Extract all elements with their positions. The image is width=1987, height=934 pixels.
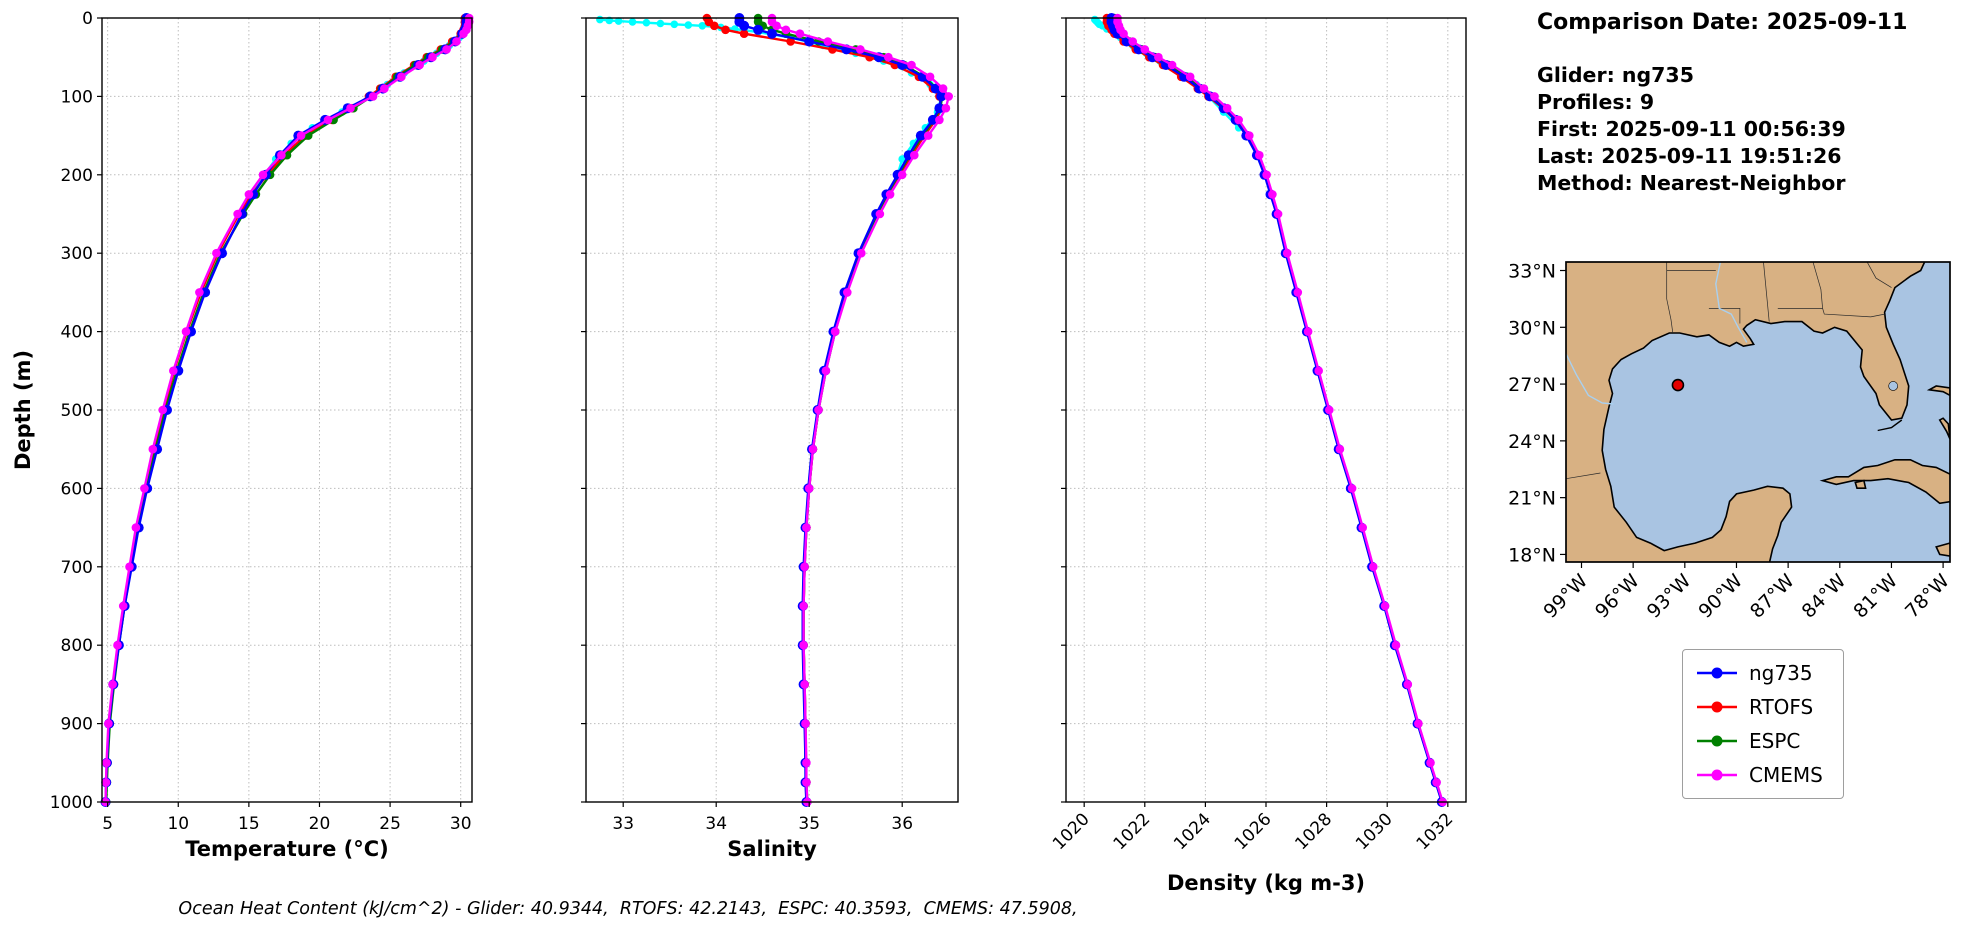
salinity-profile: 33 34 35 36 Salinity bbox=[581, 13, 959, 861]
legend-marker-cmems bbox=[1697, 769, 1737, 781]
density-profile: 1020 1022 1024 1026 1028 1030 1032 Density (kg … bbox=[1049, 13, 1467, 895]
svg-text:700: 700 bbox=[61, 558, 93, 578]
gulf-of-mexico-map: 18°N 21°N 24°N 27°N 30°N 33°N 99°W 96°W 93°W 90°W… bbox=[1508, 261, 1954, 623]
series-cmems bbox=[767, 13, 953, 807]
map-lon-label: 78°W bbox=[1901, 570, 1954, 623]
svg-text:300: 300 bbox=[61, 244, 93, 264]
svg-text:100: 100 bbox=[61, 87, 93, 107]
state-border bbox=[1763, 262, 1770, 322]
svg-text:1022: 1022 bbox=[1110, 809, 1155, 854]
map-canvas bbox=[1566, 262, 1950, 562]
river bbox=[1715, 262, 1748, 343]
state-border bbox=[1866, 262, 1892, 288]
map-lon-label: 87°W bbox=[1746, 570, 1799, 623]
state-border bbox=[1666, 262, 1674, 334]
legend-label-ng735: ng735 bbox=[1749, 661, 1813, 685]
state-border bbox=[1812, 262, 1823, 309]
svg-text:1028: 1028 bbox=[1291, 809, 1336, 854]
glider-location-marker bbox=[1671, 378, 1685, 392]
series-raw bbox=[236, 15, 472, 218]
map-lon-label: 93°W bbox=[1643, 570, 1696, 623]
ohc-caption: Ocean Heat Content (kJ/cm^2) - Glider: 4… bbox=[178, 899, 1078, 919]
river bbox=[1566, 353, 1614, 405]
legend-label-cmems: CMEMS bbox=[1749, 763, 1823, 787]
svg-text:36: 36 bbox=[891, 814, 913, 834]
map-lat-label: 21°N bbox=[1508, 488, 1556, 510]
landmass bbox=[1935, 542, 1950, 557]
map-lat-label: 33°N bbox=[1508, 261, 1556, 283]
info-glider: Glider: ng735 bbox=[1537, 63, 1694, 87]
svg-text:25: 25 bbox=[379, 814, 401, 834]
landmass bbox=[1854, 479, 1867, 489]
info-first-time: First: 2025-09-11 00:56:39 bbox=[1537, 117, 1846, 141]
state-border bbox=[1822, 308, 1885, 318]
series-ng735 bbox=[1106, 13, 1447, 807]
map-lat-label: 18°N bbox=[1508, 544, 1556, 566]
svg-text:1024: 1024 bbox=[1170, 809, 1215, 854]
lake bbox=[1888, 381, 1898, 391]
temperature-profile-ylabel: Depth (m) bbox=[11, 350, 35, 470]
density-profile-xlabel: Density (kg m-3) bbox=[1167, 871, 1365, 895]
map-lon-label: 84°W bbox=[1798, 570, 1851, 623]
svg-text:1030: 1030 bbox=[1352, 809, 1397, 854]
svg-text:20: 20 bbox=[309, 814, 331, 834]
map-lat-label: 27°N bbox=[1508, 374, 1556, 396]
legend-label-espc: ESPC bbox=[1749, 729, 1801, 753]
map-lon-label: 90°W bbox=[1694, 570, 1747, 623]
temperature-profile: 5 10 15 20 25 3001002003004005006007008009001… bbox=[11, 9, 474, 861]
svg-text:900: 900 bbox=[61, 715, 93, 735]
legend: ng735 RTOFS ESPC CMEMS bbox=[1682, 649, 1844, 799]
coastline bbox=[1877, 419, 1903, 432]
legend-item-espc: ESPC bbox=[1695, 729, 1823, 753]
map-lat-label: 30°N bbox=[1508, 317, 1556, 339]
info-last-time: Last: 2025-09-11 19:51:26 bbox=[1537, 144, 1842, 168]
svg-text:0: 0 bbox=[82, 9, 93, 29]
series-raw bbox=[596, 15, 946, 179]
landmass bbox=[1566, 262, 1926, 562]
temperature-profile-xlabel: Temperature (°C) bbox=[185, 837, 388, 861]
legend-marker-rtofs bbox=[1697, 701, 1737, 713]
svg-text:5: 5 bbox=[102, 814, 113, 834]
svg-text:1020: 1020 bbox=[1049, 809, 1094, 854]
info-profiles: Profiles: 9 bbox=[1537, 90, 1655, 114]
legend-item-cmems: CMEMS bbox=[1695, 763, 1823, 787]
series-cmems bbox=[1113, 13, 1447, 807]
svg-text:33: 33 bbox=[612, 814, 634, 834]
map-lon-label: 99°W bbox=[1539, 570, 1592, 623]
map-lat-label: 24°N bbox=[1508, 431, 1556, 453]
svg-text:800: 800 bbox=[61, 636, 93, 656]
svg-text:35: 35 bbox=[798, 814, 820, 834]
legend-marker-espc bbox=[1697, 735, 1737, 747]
svg-text:10: 10 bbox=[167, 814, 189, 834]
legend-label-rtofs: RTOFS bbox=[1749, 695, 1814, 719]
state-border bbox=[1566, 472, 1601, 480]
svg-text:30: 30 bbox=[450, 814, 472, 834]
profile-plots-canvas: 5 10 15 20 25 3001002003004005006007008009001… bbox=[11, 9, 1467, 895]
svg-text:1000: 1000 bbox=[50, 793, 93, 813]
info-block: Comparison Date: 2025-09-11 Glider: ng73… bbox=[1537, 10, 1907, 197]
svg-text:1026: 1026 bbox=[1231, 809, 1276, 854]
landmass bbox=[1819, 459, 1950, 505]
map-lon-label: 81°W bbox=[1849, 570, 1902, 623]
landmass bbox=[1926, 385, 1950, 397]
svg-text:15: 15 bbox=[238, 814, 260, 834]
legend-item-rtofs: RTOFS bbox=[1695, 695, 1823, 719]
salinity-profile-xlabel: Salinity bbox=[727, 837, 817, 861]
legend-item-ng735: ng735 bbox=[1695, 661, 1823, 685]
svg-text:34: 34 bbox=[705, 814, 727, 834]
info-method: Method: Nearest-Neighbor bbox=[1537, 171, 1846, 195]
svg-text:200: 200 bbox=[61, 166, 93, 186]
svg-text:500: 500 bbox=[61, 401, 93, 421]
svg-text:600: 600 bbox=[61, 479, 93, 499]
map-lon-label: 96°W bbox=[1591, 570, 1644, 623]
legend-marker-ng735 bbox=[1697, 667, 1737, 679]
svg-text:1032: 1032 bbox=[1413, 809, 1458, 854]
svg-text:400: 400 bbox=[61, 323, 93, 343]
series-ng735 bbox=[100, 13, 472, 807]
comparison-date-text: Comparison Date: 2025-09-11 bbox=[1537, 10, 1908, 35]
